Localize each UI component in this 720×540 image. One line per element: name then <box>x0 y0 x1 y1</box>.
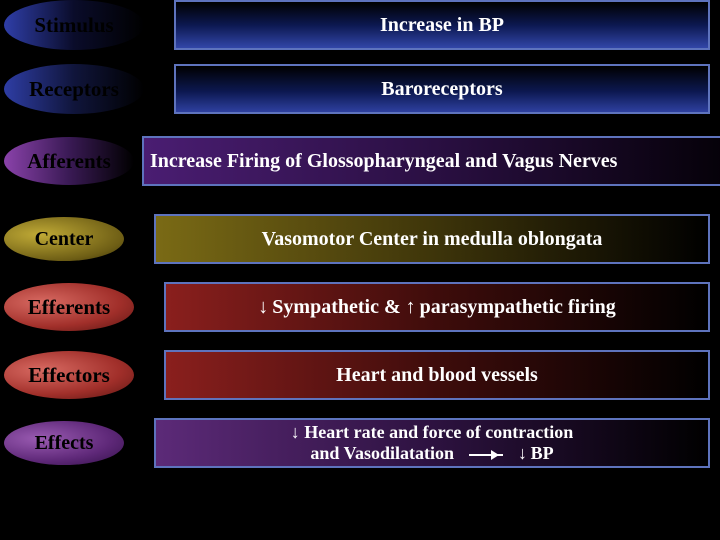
label-ellipse-receptors: Receptors <box>4 64 144 114</box>
row-effectors: Effectors Heart and blood vessels <box>0 350 720 400</box>
row-effects: Effects ↓ Heart rate and force of contrac… <box>0 418 720 468</box>
row-stimulus: Stimulus Increase in BP <box>0 0 720 50</box>
row-efferents: Efferents ↓ Sympathetic & ↑ parasympathet… <box>0 282 720 332</box>
desc-line: and Vasodilatation ↓ BP <box>310 443 553 464</box>
label-ellipse-effectors: Effectors <box>4 351 134 399</box>
desc-box-efferents: ↓ Sympathetic & ↑ parasympathetic firing <box>164 282 710 332</box>
desc-box-stimulus: Increase in BP <box>174 0 710 50</box>
row-receptors: Receptors Baroreceptors <box>0 64 720 114</box>
desc-box-receptors: Baroreceptors <box>174 64 710 114</box>
label-ellipse-center: Center <box>4 217 124 261</box>
label-ellipse-stimulus: Stimulus <box>4 0 144 50</box>
row-center: Center Vasomotor Center in medulla oblong… <box>0 214 720 264</box>
desc-box-center: Vasomotor Center in medulla oblongata <box>154 214 710 264</box>
reflex-arc-diagram: Stimulus Increase in BP Receptors Barorecep… <box>0 0 720 468</box>
desc-box-effectors: Heart and blood vessels <box>164 350 710 400</box>
desc-box-afferents: Increase Firing of Glossopharyngeal and … <box>142 136 720 186</box>
label-ellipse-efferents: Efferents <box>4 283 134 331</box>
label-ellipse-effects: Effects <box>4 421 124 465</box>
desc-box-effects: ↓ Heart rate and force of contractionand… <box>154 418 710 468</box>
label-ellipse-afferents: Afferents <box>4 137 134 185</box>
row-afferents: AfferentsIncrease Firing of Glossopharyn… <box>0 136 720 186</box>
desc-line: ↓ Heart rate and force of contraction <box>291 422 574 443</box>
